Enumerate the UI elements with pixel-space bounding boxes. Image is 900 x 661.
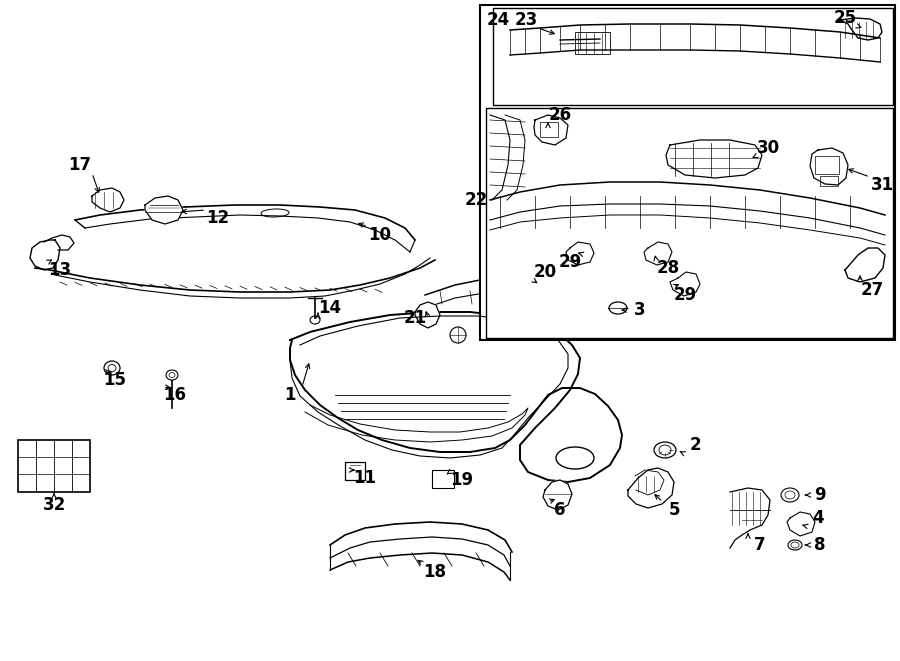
Polygon shape — [534, 115, 568, 145]
Text: 18: 18 — [424, 563, 446, 581]
Polygon shape — [787, 512, 815, 536]
Polygon shape — [145, 196, 183, 224]
Text: 2: 2 — [689, 436, 701, 454]
Text: 7: 7 — [754, 536, 766, 554]
Polygon shape — [35, 260, 435, 292]
Text: 28: 28 — [656, 259, 680, 277]
Text: 13: 13 — [49, 261, 72, 279]
Bar — [486, 108, 893, 338]
Text: 4: 4 — [812, 509, 824, 527]
Bar — [540, 122, 558, 137]
Ellipse shape — [104, 361, 120, 375]
Bar — [432, 470, 454, 488]
Text: 23: 23 — [515, 11, 537, 29]
Polygon shape — [75, 205, 415, 240]
Polygon shape — [670, 272, 700, 296]
Text: 8: 8 — [814, 536, 826, 554]
Bar — [480, 5, 895, 340]
Ellipse shape — [166, 370, 178, 380]
Text: 17: 17 — [68, 156, 92, 174]
Text: 24: 24 — [486, 11, 509, 29]
Bar — [345, 462, 365, 480]
Ellipse shape — [788, 540, 802, 550]
Text: 22: 22 — [464, 191, 488, 209]
Text: 6: 6 — [554, 501, 566, 519]
Polygon shape — [566, 242, 594, 265]
Text: 29: 29 — [673, 286, 697, 304]
Text: 16: 16 — [164, 386, 186, 404]
Bar — [815, 156, 839, 174]
Text: 31: 31 — [870, 176, 894, 194]
Text: 20: 20 — [534, 263, 556, 281]
Polygon shape — [845, 248, 885, 282]
Text: 26: 26 — [548, 106, 572, 124]
Polygon shape — [290, 312, 622, 482]
Polygon shape — [810, 148, 848, 185]
Text: 1: 1 — [284, 386, 296, 404]
Text: 21: 21 — [403, 309, 427, 327]
Polygon shape — [543, 480, 572, 510]
Polygon shape — [840, 18, 882, 40]
Text: 15: 15 — [104, 371, 127, 389]
Text: 29: 29 — [558, 253, 581, 271]
Polygon shape — [730, 488, 770, 548]
Text: 5: 5 — [670, 501, 680, 519]
Polygon shape — [610, 288, 632, 322]
Ellipse shape — [781, 488, 799, 502]
Polygon shape — [92, 188, 124, 212]
Text: 10: 10 — [368, 226, 392, 244]
Ellipse shape — [654, 442, 676, 458]
Text: 3: 3 — [634, 301, 646, 319]
Text: 12: 12 — [206, 209, 230, 227]
Text: 19: 19 — [450, 471, 473, 489]
Text: 9: 9 — [814, 486, 826, 504]
Polygon shape — [628, 468, 674, 508]
Bar — [820, 176, 838, 186]
Polygon shape — [666, 140, 762, 178]
Polygon shape — [30, 240, 60, 270]
Text: 14: 14 — [319, 299, 342, 317]
Text: 25: 25 — [833, 9, 857, 27]
Text: 27: 27 — [860, 281, 884, 299]
Text: 30: 30 — [756, 139, 779, 157]
Bar — [575, 32, 610, 54]
Text: 32: 32 — [42, 496, 66, 514]
Bar — [493, 8, 893, 105]
Polygon shape — [44, 235, 74, 250]
Polygon shape — [644, 242, 672, 265]
Text: 11: 11 — [354, 469, 376, 487]
Polygon shape — [425, 270, 632, 310]
Polygon shape — [415, 302, 440, 328]
Bar — [18, 440, 90, 492]
